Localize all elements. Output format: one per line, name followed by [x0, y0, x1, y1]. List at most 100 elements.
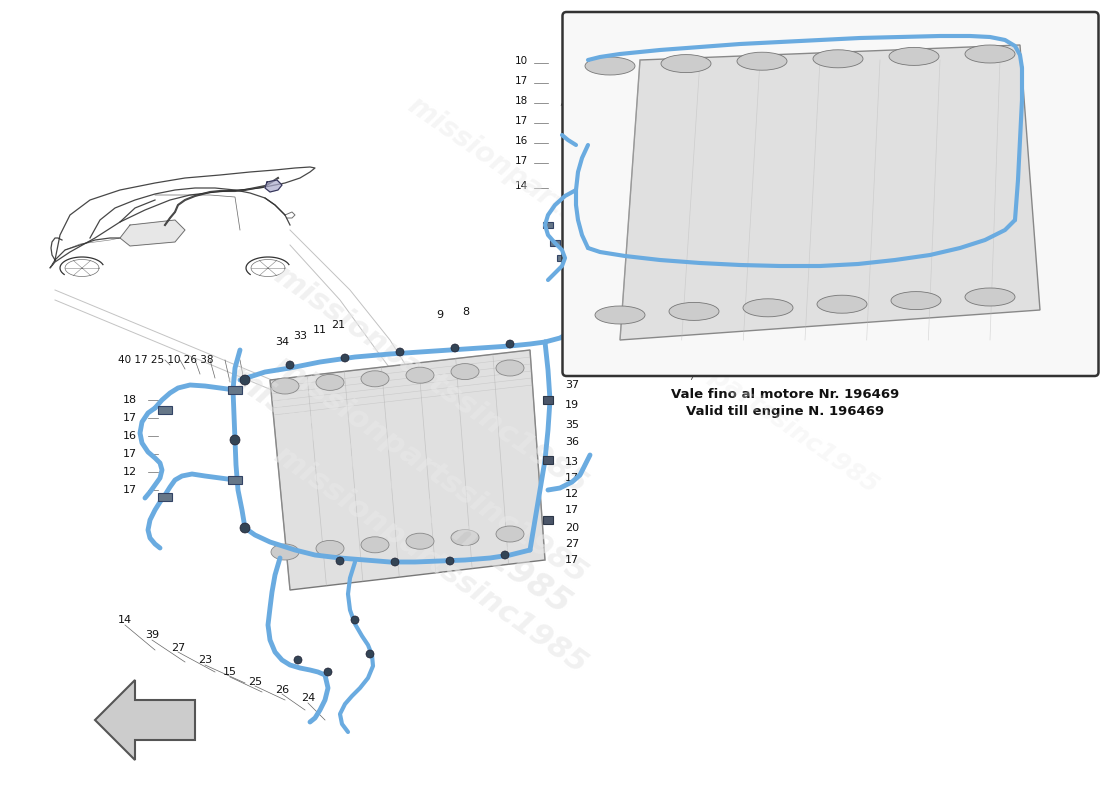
Text: 33: 33 — [293, 331, 307, 341]
Text: 17: 17 — [123, 449, 138, 459]
Text: 17: 17 — [864, 263, 877, 273]
Text: 14: 14 — [515, 181, 528, 191]
Text: 17: 17 — [515, 116, 528, 126]
Text: 35: 35 — [565, 420, 579, 430]
Ellipse shape — [496, 360, 524, 376]
Polygon shape — [265, 180, 282, 192]
Ellipse shape — [361, 537, 389, 553]
Text: 17: 17 — [834, 250, 847, 260]
FancyBboxPatch shape — [562, 12, 1099, 376]
Text: 30: 30 — [845, 170, 859, 180]
Text: 24: 24 — [301, 693, 315, 703]
FancyBboxPatch shape — [748, 118, 842, 262]
Circle shape — [240, 375, 250, 385]
Text: 21: 21 — [331, 320, 345, 330]
Text: 17: 17 — [123, 485, 138, 495]
Text: 17: 17 — [565, 555, 579, 565]
Text: 25: 25 — [1035, 175, 1048, 185]
Bar — [158, 493, 172, 501]
Circle shape — [240, 523, 250, 533]
Circle shape — [506, 340, 514, 348]
Text: 24: 24 — [1035, 193, 1048, 203]
Ellipse shape — [889, 47, 939, 66]
Text: 21: 21 — [1035, 31, 1048, 41]
Circle shape — [324, 668, 332, 676]
Text: 2: 2 — [654, 290, 661, 300]
Circle shape — [446, 557, 454, 565]
Text: 15: 15 — [722, 357, 735, 367]
Text: 26: 26 — [668, 343, 681, 353]
Text: 28: 28 — [678, 193, 692, 203]
Circle shape — [1018, 64, 1026, 72]
Text: 18: 18 — [123, 395, 138, 405]
Bar — [543, 456, 553, 464]
Ellipse shape — [737, 52, 786, 70]
Text: 10: 10 — [515, 56, 528, 66]
Circle shape — [1018, 136, 1026, 144]
Text: 12: 12 — [605, 305, 618, 315]
Text: 27: 27 — [565, 539, 580, 549]
Text: 12: 12 — [565, 489, 579, 499]
Bar — [557, 255, 566, 261]
Text: 17: 17 — [1035, 95, 1048, 105]
Ellipse shape — [406, 534, 434, 550]
Ellipse shape — [316, 541, 344, 557]
Ellipse shape — [965, 288, 1015, 306]
Text: missionpartssinc1985: missionpartssinc1985 — [222, 358, 578, 622]
Text: 16: 16 — [889, 273, 902, 283]
Ellipse shape — [813, 50, 864, 68]
Text: 17: 17 — [771, 357, 784, 367]
Text: 5: 5 — [726, 97, 734, 107]
Text: missionpartssinc1985: missionpartssinc1985 — [617, 302, 883, 498]
Text: 34: 34 — [275, 337, 289, 347]
Text: 20: 20 — [1035, 135, 1048, 145]
Text: 40 17 25 10 26 38: 40 17 25 10 26 38 — [118, 355, 213, 365]
Bar — [228, 476, 242, 484]
Circle shape — [584, 244, 592, 252]
Text: 23: 23 — [648, 330, 661, 340]
Bar — [543, 222, 553, 228]
Text: missionpartssinc1985: missionpartssinc1985 — [403, 90, 697, 310]
Text: 18: 18 — [515, 96, 528, 106]
Text: 9: 9 — [437, 310, 443, 320]
Text: 26: 26 — [275, 685, 289, 695]
Text: Valid till engine N. 196469: Valid till engine N. 196469 — [686, 406, 884, 418]
Bar — [543, 516, 553, 524]
Circle shape — [451, 344, 459, 352]
Ellipse shape — [817, 295, 867, 313]
Ellipse shape — [965, 45, 1015, 63]
Ellipse shape — [669, 302, 719, 320]
Text: missionpartssinc1985: missionpartssinc1985 — [268, 261, 592, 499]
Text: 7: 7 — [645, 23, 651, 33]
Text: 28: 28 — [673, 235, 688, 245]
Text: 8: 8 — [462, 307, 470, 317]
Text: 39: 39 — [145, 630, 160, 640]
Bar — [158, 406, 172, 414]
Text: 23: 23 — [198, 655, 212, 665]
Text: 11: 11 — [1035, 40, 1048, 50]
Text: 32: 32 — [688, 363, 702, 373]
Circle shape — [390, 558, 399, 566]
Circle shape — [351, 616, 359, 624]
Polygon shape — [95, 680, 195, 760]
Text: 16: 16 — [515, 136, 528, 146]
Text: 19: 19 — [1035, 70, 1048, 80]
Ellipse shape — [451, 363, 478, 380]
Ellipse shape — [496, 526, 524, 542]
Text: 19: 19 — [1035, 57, 1048, 67]
Circle shape — [294, 656, 302, 664]
Text: 17: 17 — [123, 413, 138, 423]
Text: 6: 6 — [706, 157, 714, 167]
Ellipse shape — [891, 292, 940, 310]
Polygon shape — [120, 220, 185, 246]
Text: 27: 27 — [170, 643, 185, 653]
Circle shape — [286, 361, 294, 369]
Ellipse shape — [271, 544, 299, 560]
Circle shape — [500, 551, 509, 559]
Circle shape — [572, 186, 580, 194]
Bar — [228, 386, 242, 394]
Text: missionpartssinc1985: missionpartssinc1985 — [268, 441, 592, 679]
Text: 12: 12 — [1035, 155, 1048, 165]
Bar — [550, 240, 560, 246]
Text: 11: 11 — [314, 325, 327, 335]
